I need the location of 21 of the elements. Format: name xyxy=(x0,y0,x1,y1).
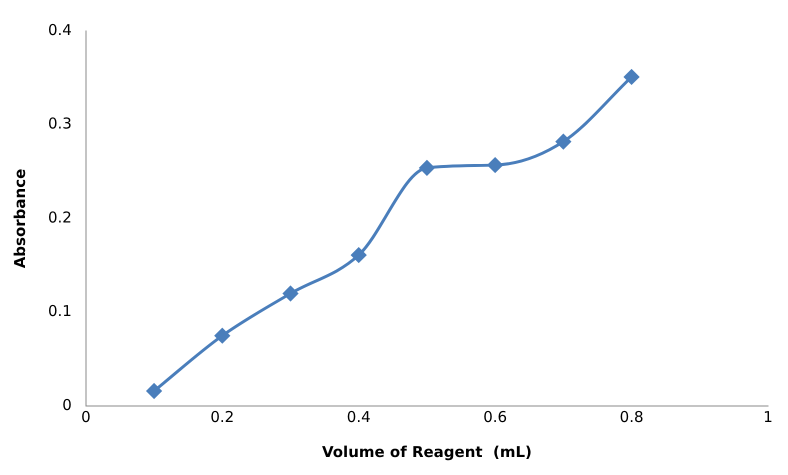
x-tick-label: 0.4 xyxy=(346,408,371,426)
point xyxy=(556,134,571,150)
point xyxy=(488,158,503,173)
x-tick-label: 0.2 xyxy=(210,408,234,426)
x-tick-label: 0 xyxy=(81,408,91,426)
x-tick-label: 1 xyxy=(763,408,773,426)
x-axis-title: Volume of Reagent (mL) xyxy=(322,442,532,461)
x-tick-label: 0.8 xyxy=(620,408,644,426)
point xyxy=(214,328,230,344)
y-axis-title: Absorbance xyxy=(10,168,29,268)
y-tick-label: 0.1 xyxy=(48,302,72,320)
point xyxy=(283,286,298,301)
y-tick-label: 0.4 xyxy=(48,20,72,39)
x-tick-label: 0.6 xyxy=(483,408,508,426)
point xyxy=(146,384,162,398)
point xyxy=(419,160,434,176)
point xyxy=(351,248,366,263)
y-tick-label: 0.3 xyxy=(48,114,72,133)
y-tick-label: 0 xyxy=(62,396,72,414)
y-tick-label: 0.2 xyxy=(48,208,72,226)
point xyxy=(624,69,640,84)
